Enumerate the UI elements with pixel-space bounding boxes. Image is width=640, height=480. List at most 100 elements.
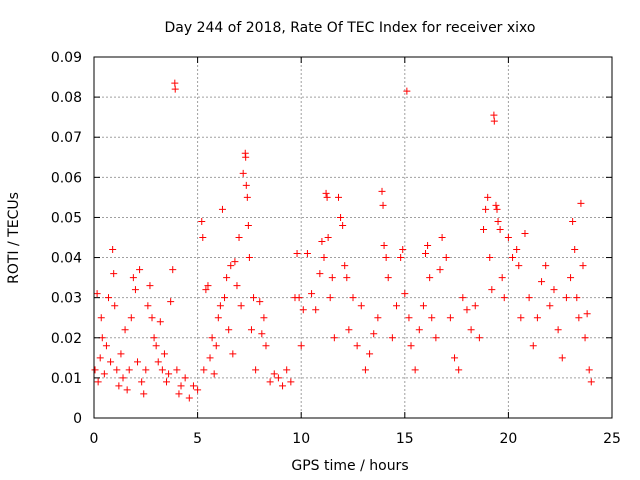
- x-axis-label: GPS time / hours: [291, 458, 408, 474]
- data-point: [199, 234, 207, 241]
- data-point: [542, 262, 550, 270]
- y-tick-label: 0.07: [51, 130, 82, 146]
- data-point: [345, 326, 353, 334]
- data-point: [326, 294, 334, 302]
- data-point: [308, 290, 316, 298]
- data-point: [529, 342, 537, 350]
- data-point: [152, 342, 160, 350]
- data-point: [573, 294, 581, 302]
- data-point: [361, 366, 369, 374]
- data-point: [323, 193, 331, 201]
- data-point: [426, 274, 434, 282]
- data-point: [121, 326, 129, 334]
- data-point: [419, 302, 427, 310]
- data-point: [379, 201, 387, 209]
- data-point: [446, 314, 454, 322]
- data-point: [206, 354, 214, 362]
- y-tick-label: 0.01: [51, 371, 82, 387]
- y-tick-label: 0.03: [51, 291, 82, 307]
- data-point: [167, 298, 175, 306]
- data-point: [513, 246, 521, 254]
- data-point: [357, 302, 365, 310]
- data-point: [194, 386, 202, 394]
- data-point: [262, 342, 270, 350]
- data-point: [334, 193, 342, 201]
- x-tick-label: 15: [396, 431, 414, 447]
- data-point: [504, 234, 512, 241]
- data-point: [380, 242, 388, 250]
- data-point: [247, 326, 255, 334]
- data-point: [490, 111, 498, 119]
- data-point: [274, 374, 282, 382]
- data-point: [509, 254, 517, 262]
- data-point: [320, 254, 328, 262]
- data-point: [216, 302, 224, 310]
- data-point: [102, 342, 110, 350]
- data-point: [498, 274, 506, 282]
- chart-title: Day 244 of 2018, Rate Of TEC Index for r…: [165, 20, 536, 36]
- data-point: [538, 278, 546, 286]
- data-point: [233, 282, 241, 290]
- data-point: [287, 378, 295, 386]
- data-point: [100, 370, 108, 378]
- data-point: [577, 199, 585, 207]
- y-tick-label: 0: [73, 411, 82, 427]
- data-point: [127, 314, 135, 322]
- data-point: [115, 382, 123, 390]
- data-point: [486, 254, 494, 262]
- data-point: [403, 87, 411, 95]
- data-point: [432, 334, 440, 342]
- data-point: [318, 238, 326, 246]
- data-point: [316, 270, 324, 278]
- data-point: [442, 254, 450, 262]
- x-tick-label: 0: [90, 431, 99, 447]
- data-point: [521, 229, 529, 237]
- data-point: [136, 266, 144, 274]
- data-point: [227, 262, 235, 270]
- data-point: [581, 334, 589, 342]
- data-point: [239, 169, 247, 177]
- data-point: [370, 330, 378, 338]
- grid-lines: [94, 57, 612, 418]
- data-point: [517, 314, 525, 322]
- data-point: [405, 314, 413, 322]
- data-point: [488, 286, 496, 294]
- data-point: [144, 302, 152, 310]
- data-point: [312, 306, 320, 314]
- data-point: [119, 374, 127, 382]
- data-point: [138, 378, 146, 386]
- plot-frame: [93, 56, 613, 419]
- data-point: [349, 294, 357, 302]
- data-point: [424, 242, 432, 250]
- data-point: [237, 302, 245, 310]
- data-point: [107, 358, 115, 366]
- data-point: [111, 302, 119, 310]
- data-markers: [91, 79, 595, 402]
- x-tick-label: 25: [603, 431, 621, 447]
- data-point: [467, 326, 475, 334]
- data-point: [242, 153, 250, 161]
- data-point: [492, 201, 500, 209]
- data-point: [231, 258, 239, 266]
- data-point: [129, 274, 137, 282]
- data-point: [279, 382, 287, 390]
- data-point: [293, 250, 301, 258]
- data-point: [283, 366, 291, 374]
- axes: 0 0.01 0.02 0.03 0.04 0.05 0.06 0.07 0.08 0.09 0 5 1…: [51, 50, 621, 447]
- data-point: [303, 250, 311, 258]
- data-point: [165, 370, 173, 378]
- data-point: [173, 366, 181, 374]
- data-point: [123, 386, 131, 394]
- data-point: [158, 366, 166, 374]
- data-point: [341, 262, 349, 270]
- data-point: [109, 246, 117, 254]
- data-point: [475, 334, 483, 342]
- data-point: [571, 246, 579, 254]
- data-point: [235, 234, 243, 241]
- data-point: [562, 294, 570, 302]
- data-point: [415, 326, 423, 334]
- data-point: [587, 378, 595, 386]
- data-point: [482, 205, 490, 213]
- data-point: [343, 274, 351, 282]
- data-point: [374, 314, 382, 322]
